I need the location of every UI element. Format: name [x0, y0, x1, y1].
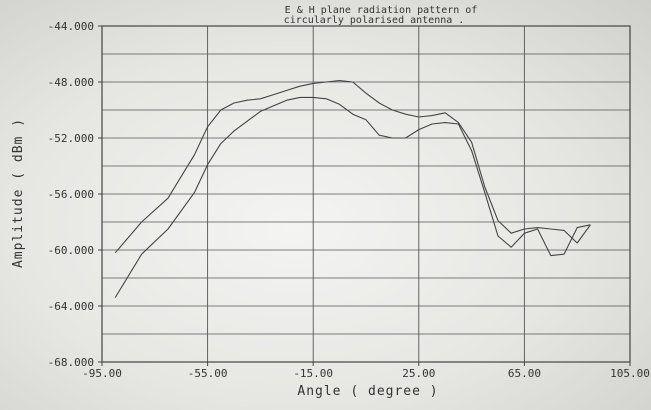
chart-title-line-2: circularly polarised antenna .	[284, 15, 465, 26]
y-axis-title: Amplitude ( dBm )	[11, 118, 26, 268]
x-tick-label: 105.00	[610, 367, 650, 380]
y-tick-label: -64.000	[48, 300, 94, 313]
y-tick-label: -56.000	[48, 188, 94, 201]
y-tick-label: -52.000	[48, 132, 94, 145]
series-lines	[114, 80, 591, 298]
series-line-2	[114, 96, 591, 298]
x-tick-label: -15.00	[293, 367, 333, 380]
y-tick-label: -44.000	[48, 20, 94, 33]
y-tick-label: -60.000	[48, 244, 94, 257]
grid	[102, 26, 630, 362]
y-tick-label: -68.000	[48, 356, 94, 369]
chart-title-line-1: E & H plane radiation pattern of	[285, 5, 478, 16]
y-tick-label: -48.000	[48, 76, 94, 89]
x-tick-label: -95.00	[82, 367, 122, 380]
x-axis-ticks: -95.00 -55.00 -15.00 25.00 65.00 105.00	[82, 362, 650, 380]
x-axis-title: Angle ( degree )	[297, 384, 438, 399]
x-tick-label: 25.00	[402, 367, 435, 380]
x-tick-label: -55.00	[188, 367, 228, 380]
series-line-1	[114, 80, 591, 254]
y-axis-ticks: -44.000 -48.000 -52.000 -56.000 -60.000 -64.0…	[48, 20, 102, 369]
x-tick-label: 65.00	[508, 367, 541, 380]
